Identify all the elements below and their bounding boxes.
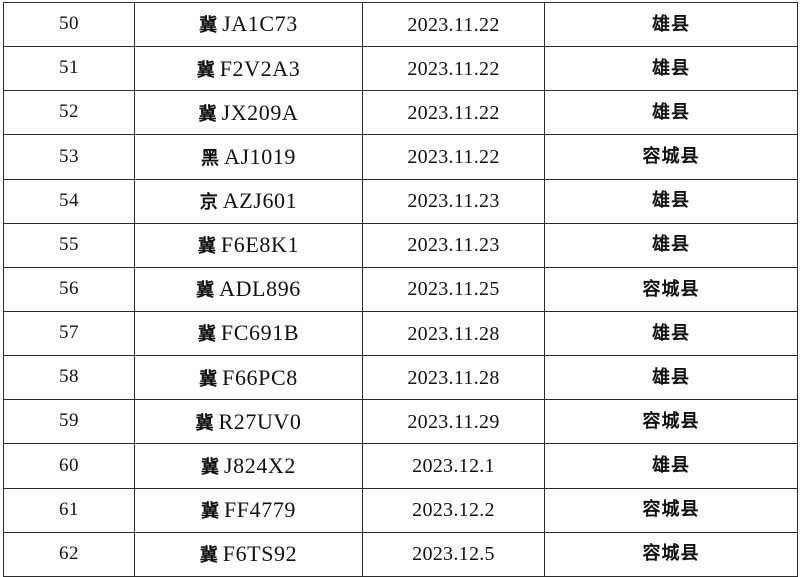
cell-county: 雄县 xyxy=(544,355,798,401)
plate-serial: ADL896 xyxy=(219,276,301,302)
cell-date: 2023.11.23 xyxy=(362,178,545,224)
plate-region-character: 冀 xyxy=(200,501,219,523)
cell-sequence-number: 51 xyxy=(3,46,135,92)
plate-region-character: 冀 xyxy=(199,368,218,390)
cell-sequence-number: 60 xyxy=(3,443,135,489)
table-row: 50 冀 JA1C73 2023.11.22 雄县 xyxy=(3,1,798,48)
cell-county: 雄县 xyxy=(544,1,798,48)
cell-county: 容城县 xyxy=(544,399,798,445)
cell-license-plate: 冀 F2V2A3 xyxy=(134,46,363,92)
cell-county: 雄县 xyxy=(544,46,798,92)
cell-sequence-number: 54 xyxy=(3,178,135,224)
table-row: 52 冀 JX209A 2023.11.22 雄县 xyxy=(3,90,798,136)
cell-county: 雄县 xyxy=(544,310,798,357)
plate-region-character: 冀 xyxy=(199,545,218,567)
plate-serial: F6TS92 xyxy=(222,541,298,567)
table-row: 60 冀 J824X2 2023.12.1 雄县 xyxy=(3,443,798,489)
cell-sequence-number: 50 xyxy=(3,1,135,48)
cell-sequence-number: 61 xyxy=(3,487,135,533)
cell-date: 2023.11.22 xyxy=(362,134,545,180)
cell-license-plate: 冀 R27UV0 xyxy=(134,399,363,445)
cell-license-plate: 冀 F6E8K1 xyxy=(134,222,363,268)
cell-date: 2023.11.28 xyxy=(362,310,545,357)
plate-serial: J824X2 xyxy=(223,452,297,478)
cell-sequence-number: 56 xyxy=(3,266,135,312)
cell-date: 2023.12.5 xyxy=(362,531,545,577)
cell-sequence-number: 57 xyxy=(3,310,135,357)
cell-sequence-number: 62 xyxy=(3,531,135,577)
table-row: 61 冀 FF4779 2023.12.2 容城县 xyxy=(3,487,798,533)
cell-license-plate: 冀 F66PC8 xyxy=(134,355,363,401)
plate-region-character: 冀 xyxy=(197,324,216,346)
cell-license-plate: 冀 FC691B xyxy=(134,310,363,357)
cell-sequence-number: 52 xyxy=(3,90,135,136)
plate-region-character: 京 xyxy=(199,192,218,214)
plate-serial: F66PC8 xyxy=(222,364,298,390)
plate-serial: JA1C73 xyxy=(222,11,298,37)
plate-region-character: 冀 xyxy=(197,236,216,258)
table-body: 50 冀 JA1C73 2023.11.22 雄县 51 冀 F2V2A3 2023.11.22… xyxy=(3,1,798,577)
cell-license-plate: 冀 FF4779 xyxy=(134,487,363,533)
plate-serial: F6E8K1 xyxy=(220,232,300,258)
cell-county: 容城县 xyxy=(544,531,798,577)
plate-serial: AJ1019 xyxy=(223,143,297,169)
cell-county: 雄县 xyxy=(544,443,798,489)
cell-date: 2023.11.28 xyxy=(362,355,545,401)
cell-county: 雄县 xyxy=(544,222,798,268)
table-row: 53 黑 AJ1019 2023.11.22 容城县 xyxy=(3,134,798,180)
plate-serial: R27UV0 xyxy=(218,408,302,434)
cell-license-plate: 冀 J824X2 xyxy=(134,443,363,489)
cell-sequence-number: 53 xyxy=(3,134,135,180)
cell-date: 2023.11.22 xyxy=(362,90,545,136)
cell-license-plate: 冀 JA1C73 xyxy=(134,1,363,48)
cell-date: 2023.11.22 xyxy=(362,1,545,48)
plate-serial: JX209A xyxy=(221,99,299,125)
cell-county: 雄县 xyxy=(544,178,798,224)
plate-serial: FC691B xyxy=(220,320,300,346)
cell-date: 2023.12.2 xyxy=(362,487,545,533)
cell-license-plate: 黑 AJ1019 xyxy=(134,134,363,180)
cell-license-plate: 京 AZJ601 xyxy=(134,178,363,224)
table-row: 54 京 AZJ601 2023.11.23 雄县 xyxy=(3,178,798,224)
plate-serial: F2V2A3 xyxy=(219,55,301,81)
cell-county: 雄县 xyxy=(544,90,798,136)
plate-region-character: 冀 xyxy=(199,15,218,37)
table-row: 55 冀 F6E8K1 2023.11.23 雄县 xyxy=(3,222,798,268)
cell-county: 容城县 xyxy=(544,266,798,312)
plate-region-character: 黑 xyxy=(200,147,219,169)
plate-region-character: 冀 xyxy=(196,59,215,81)
plate-region-character: 冀 xyxy=(198,103,217,125)
cell-date: 2023.11.29 xyxy=(362,399,545,445)
cell-date: 2023.11.25 xyxy=(362,266,545,312)
table-row: 56 冀 ADL896 2023.11.25 容城县 xyxy=(3,266,798,312)
plate-region-character: 冀 xyxy=(200,456,219,478)
cell-date: 2023.11.23 xyxy=(362,222,545,268)
table-row: 62 冀 F6TS92 2023.12.5 容城县 xyxy=(3,531,798,577)
cell-county: 容城县 xyxy=(544,134,798,180)
cell-county: 容城县 xyxy=(544,487,798,533)
cell-sequence-number: 55 xyxy=(3,222,135,268)
table-row: 58 冀 F66PC8 2023.11.28 雄县 xyxy=(3,355,798,401)
cell-date: 2023.12.1 xyxy=(362,443,545,489)
cell-license-plate: 冀 JX209A xyxy=(134,90,363,136)
table-row: 51 冀 F2V2A3 2023.11.22 雄县 xyxy=(3,46,798,92)
plate-serial: AZJ601 xyxy=(222,188,298,214)
cell-sequence-number: 58 xyxy=(3,355,135,401)
cell-date: 2023.11.22 xyxy=(362,46,545,92)
vehicle-records-table: 50 冀 JA1C73 2023.11.22 雄县 51 冀 F2V2A3 2023.11.22… xyxy=(3,1,798,577)
plate-serial: FF4779 xyxy=(223,497,297,523)
cell-license-plate: 冀 ADL896 xyxy=(134,266,363,312)
table-row: 57 冀 FC691B 2023.11.28 雄县 xyxy=(3,310,798,357)
plate-region-character: 冀 xyxy=(196,280,215,302)
cell-license-plate: 冀 F6TS92 xyxy=(134,531,363,577)
plate-region-character: 冀 xyxy=(195,412,214,434)
cell-sequence-number: 59 xyxy=(3,399,135,445)
table-row: 59 冀 R27UV0 2023.11.29 容城县 xyxy=(3,399,798,445)
